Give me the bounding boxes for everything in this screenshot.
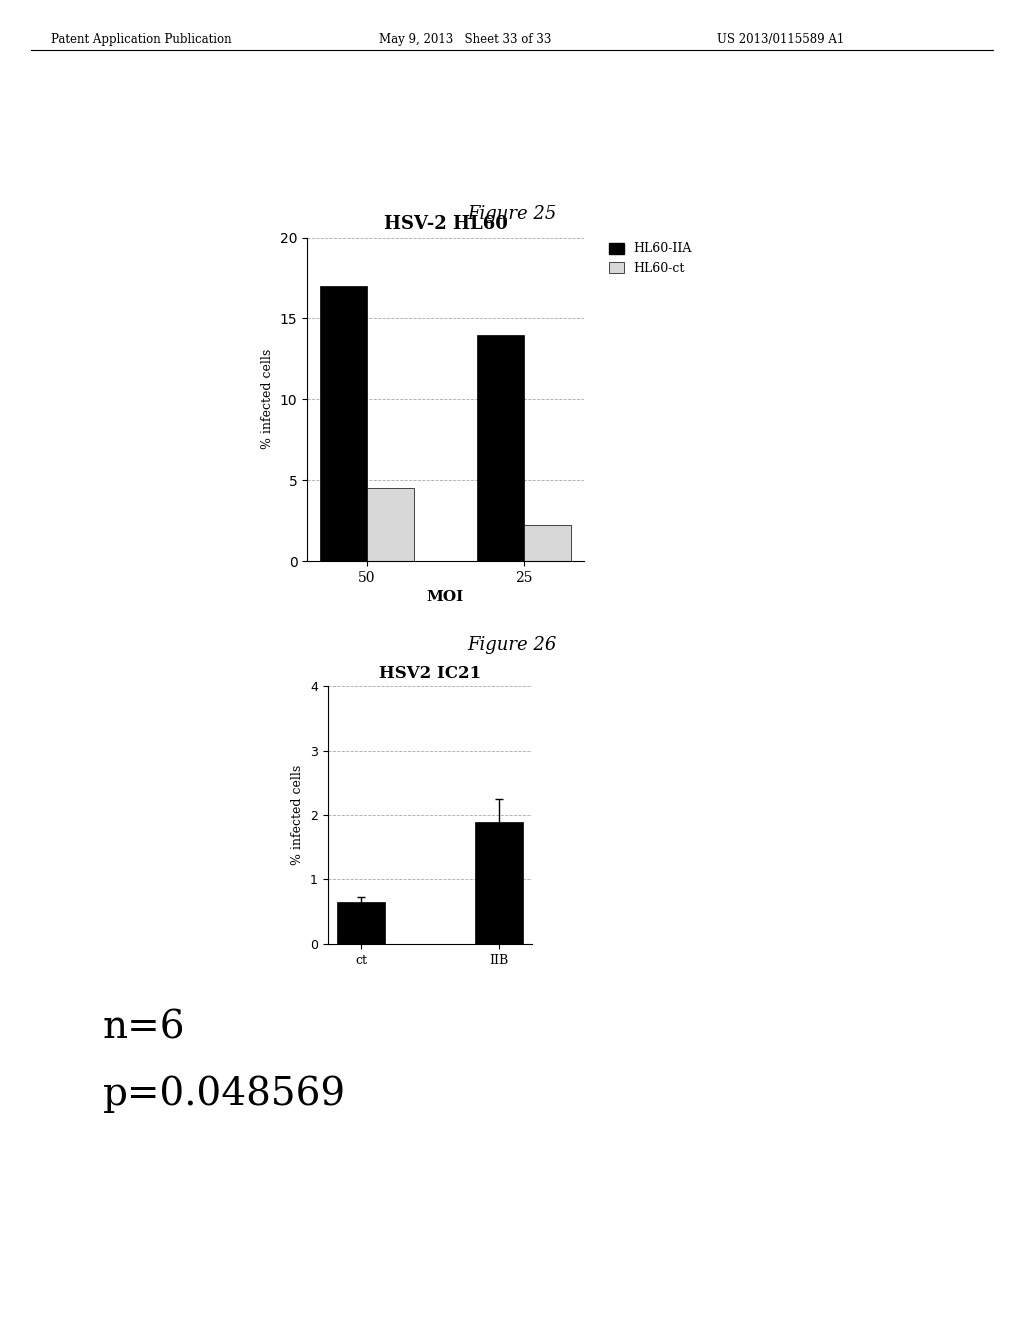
Bar [367,488,414,561]
Title: HSV-2 HL60: HSV-2 HL60 [384,215,507,234]
Text: Patent Application Publication: Patent Application Publication [51,33,231,46]
Y-axis label: % infected cells: % infected cells [292,766,304,865]
Bar [524,525,571,561]
Text: n=6: n=6 [102,1010,185,1047]
Title: HSV2 IC21: HSV2 IC21 [379,665,481,682]
Text: US 2013/0115589 A1: US 2013/0115589 A1 [717,33,844,46]
Bar [337,902,385,944]
Text: Figure 25: Figure 25 [467,205,557,223]
X-axis label: MOI: MOI [427,590,464,605]
Y-axis label: % infected cells: % infected cells [261,350,274,449]
Bar [319,286,367,561]
Bar [477,335,524,561]
Text: May 9, 2013   Sheet 33 of 33: May 9, 2013 Sheet 33 of 33 [379,33,551,46]
Text: p=0.048569: p=0.048569 [102,1076,345,1113]
Bar [475,821,523,944]
Legend: HL60-IIA, HL60-ct: HL60-IIA, HL60-ct [604,238,697,280]
Text: Figure 26: Figure 26 [467,636,557,655]
